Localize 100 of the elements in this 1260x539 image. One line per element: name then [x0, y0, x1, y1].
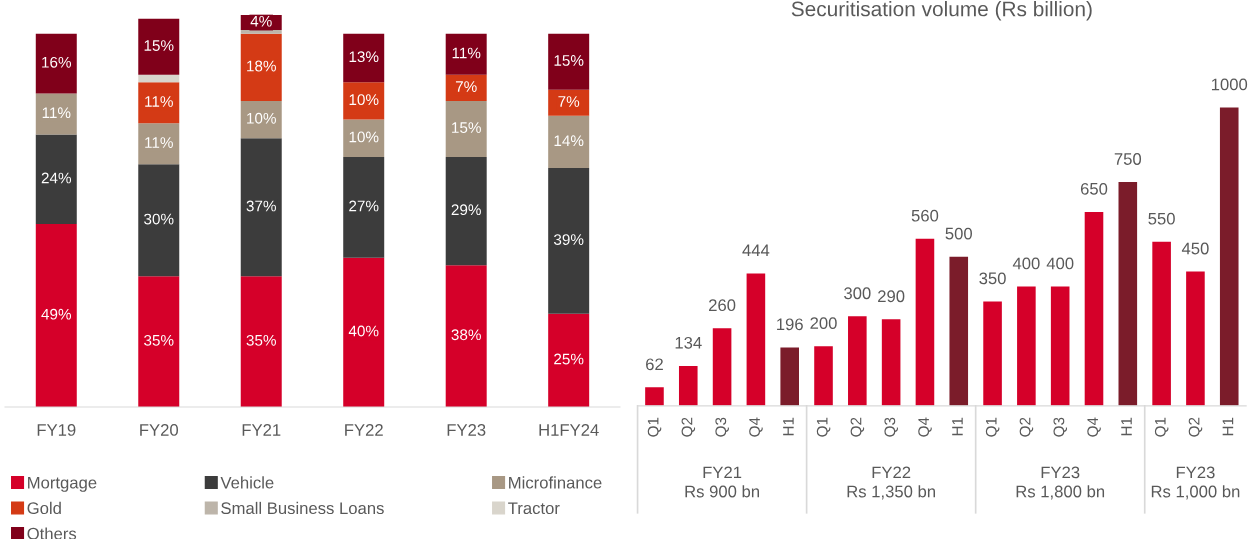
- bar: [915, 238, 935, 406]
- x-tick-label: H1: [783, 417, 794, 436]
- data-label: 560: [911, 209, 939, 222]
- legend-label: Mortgage: [28, 476, 97, 492]
- text: FY23 Rs 1,800 bn: [1016, 466, 1105, 500]
- legend-label: Tractor: [508, 502, 560, 515]
- data-label: 300: [844, 287, 871, 300]
- bar: [240, 138, 282, 277]
- bar: [1118, 182, 1138, 406]
- x-tick-label: FY20: [140, 424, 179, 436]
- bar: [35, 224, 77, 407]
- data-label: 400: [1012, 257, 1040, 270]
- data-label: 62: [646, 358, 663, 371]
- x-tick-label: H1: [1222, 417, 1234, 436]
- bar: [445, 265, 487, 407]
- x-tick-label: Q1: [647, 417, 662, 437]
- x-tick-label: Q4: [1087, 417, 1101, 437]
- bar: [1084, 211, 1104, 406]
- data-label: 350: [979, 272, 1006, 285]
- data-label: 200: [810, 317, 837, 330]
- data-label: 13%: [349, 51, 379, 63]
- data-label: 400: [1046, 257, 1074, 270]
- data-label: 4%: [250, 15, 272, 27]
- bar: [445, 156, 487, 266]
- x-tick-label: Q2: [681, 417, 696, 437]
- data-label: 24%: [41, 172, 72, 184]
- bar: [678, 365, 698, 406]
- x-tick-label: Q3: [715, 417, 729, 437]
- data-label: 15%: [144, 40, 174, 51]
- legend-label: Vehicle: [220, 476, 274, 489]
- bar: [645, 387, 664, 406]
- data-label: 134: [675, 336, 702, 349]
- data-label: 290: [878, 290, 905, 303]
- x-tick-label: Q1: [816, 417, 831, 437]
- x-tick-label: Q1: [985, 417, 1000, 437]
- data-label: 40%: [348, 325, 379, 337]
- data-label: 7%: [455, 81, 477, 92]
- data-label: 10%: [247, 112, 276, 124]
- data-label: 35%: [144, 334, 174, 346]
- data-label: 550: [1148, 212, 1175, 225]
- bar: [746, 273, 766, 406]
- data-label: 1000: [1211, 78, 1248, 91]
- data-label: 37%: [246, 200, 276, 212]
- bar: [949, 256, 969, 406]
- x-tick-label: Q2: [850, 417, 865, 437]
- x-tick-label: Q4: [749, 417, 763, 437]
- bar: [848, 316, 867, 406]
- data-label: 15%: [554, 55, 584, 66]
- data-label: 10%: [349, 131, 379, 143]
- data-label: 27%: [349, 200, 379, 212]
- x-tick-label: FY19: [37, 424, 76, 436]
- data-label: 15%: [452, 122, 481, 134]
- bar: [1050, 286, 1070, 406]
- bar: [1186, 271, 1205, 406]
- bar: [712, 328, 732, 406]
- data-label: 11%: [452, 47, 481, 59]
- bar: [343, 257, 385, 407]
- legend-label: Gold: [27, 501, 61, 515]
- bar: [983, 301, 1002, 406]
- data-label: 11%: [145, 96, 173, 107]
- legend-label: Microfinance: [509, 476, 602, 489]
- text: FY21 Rs 900 bn: [685, 466, 759, 498]
- bar: [780, 347, 799, 406]
- data-label: 18%: [247, 60, 276, 72]
- data-label: 650: [1080, 182, 1108, 195]
- x-tick-label: H1FY24: [539, 424, 599, 436]
- x-tick-label: Q3: [884, 417, 898, 437]
- bar: [240, 30, 282, 34]
- bar: [138, 74, 180, 83]
- chart-title: Securitisation volume (Rs billion): [791, 1, 1092, 21]
- x-tick-label: H1: [1121, 417, 1132, 436]
- data-label: 30%: [144, 213, 174, 225]
- data-label: 444: [742, 244, 770, 257]
- bar: [343, 156, 385, 258]
- data-label: 260: [709, 299, 736, 312]
- legend-label: Others: [27, 527, 77, 539]
- text: FY22 Rs 1,350 bn: [847, 466, 935, 500]
- data-label: 29%: [451, 204, 481, 216]
- x-tick-label: Q2: [1188, 417, 1203, 437]
- data-label: 10%: [349, 94, 379, 106]
- x-tick-label: Q3: [1053, 417, 1068, 437]
- data-label: 39%: [553, 234, 584, 245]
- bar: [1219, 107, 1239, 406]
- x-tick-label: FY22: [345, 424, 383, 436]
- data-label: 14%: [554, 135, 584, 147]
- x-tick-label: H1: [952, 417, 963, 436]
- x-tick-label: Q2: [1019, 417, 1034, 437]
- legend-label: Small Business Loans: [221, 501, 384, 515]
- bar: [814, 346, 833, 406]
- bar: [1152, 241, 1171, 406]
- data-label: 38%: [451, 329, 481, 341]
- bar: [138, 276, 180, 407]
- x-tick-label: Q4: [918, 417, 932, 437]
- data-label: 35%: [246, 334, 276, 346]
- data-label: 11%: [145, 137, 173, 148]
- data-label: 500: [945, 227, 973, 240]
- bar: [240, 276, 282, 407]
- data-label: 450: [1181, 242, 1209, 255]
- data-label: 196: [777, 318, 803, 331]
- bar: [548, 168, 590, 314]
